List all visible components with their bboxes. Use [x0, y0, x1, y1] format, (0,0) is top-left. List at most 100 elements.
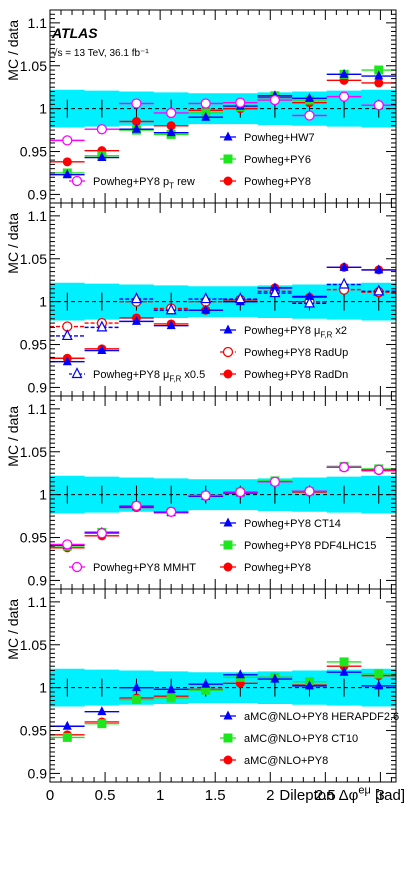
series-point [62, 720, 72, 730]
panel-2: 0.9 0.95 1 1.05 1.1 MC / data Powheg+PY8 RadDn… [5, 202, 397, 397]
series-point [96, 320, 108, 332]
series-point [338, 462, 350, 473]
panel-1: 0.9 0.95 1 1.05 1.1 MC / data Powheg+PY8 Powheg… [5, 9, 397, 204]
series-point [201, 678, 211, 688]
series-point [269, 476, 281, 487]
series-point [374, 70, 384, 80]
y-tick-label: 1.05 [20, 637, 47, 653]
series-point [374, 65, 384, 75]
series-point [304, 290, 314, 300]
legend-label: Powheg+PY8 μF,R x2 [244, 325, 347, 339]
legend-marker [223, 154, 233, 164]
y-tick-label: 1.05 [20, 58, 47, 74]
series-point [131, 98, 142, 109]
series-point [374, 680, 384, 690]
legend-label: Powheg+PY8 [244, 562, 311, 574]
series-point [338, 91, 350, 102]
series-point [200, 292, 212, 304]
y-tick-label: 1 [39, 294, 47, 310]
series-4 [50, 462, 397, 550]
series-point [235, 97, 246, 108]
legend-marker [223, 517, 233, 527]
legend-marker [222, 346, 234, 358]
series-point [374, 669, 384, 679]
series-point [304, 680, 314, 690]
y-tick-label: 1.1 [28, 15, 48, 31]
series-point [269, 286, 281, 298]
series-point [131, 123, 141, 133]
legend-label: Powheg+PY8 PDF4LHC15 [244, 540, 376, 552]
x-tick-label: 0 [46, 787, 54, 804]
series-point [374, 264, 384, 274]
x-tick-label: 2.5 [315, 787, 336, 804]
legend-label: Powheg+HW7 [244, 132, 315, 144]
series-point [304, 92, 314, 102]
series-point [166, 320, 176, 330]
x-axis-label: Dilepton Δφeμ [rad] [279, 784, 405, 804]
series-point [374, 78, 384, 88]
legend-label: Powheg+PY8 MMHT [93, 562, 196, 574]
series-point [96, 124, 108, 135]
legend-marker [223, 710, 233, 720]
y-tick-label: 0.9 [28, 186, 48, 202]
series-point [166, 683, 176, 693]
series-point [304, 486, 315, 497]
series-point [235, 486, 246, 498]
energy-label: √s = 13 TeV, 36.1 fb⁻¹ [52, 47, 149, 59]
legend-marker [71, 367, 83, 379]
series-point [97, 152, 107, 162]
series-point [165, 303, 177, 315]
y-tick-label: 1.1 [28, 594, 48, 610]
series-point [61, 329, 73, 341]
series-point [131, 500, 142, 511]
x-tick-label: 1 [156, 787, 164, 804]
legend-label: aMC@NLO+PY8 CT10 [244, 733, 358, 745]
legend-label: Powheg+PY8 RadDn [244, 369, 348, 381]
legend-label: Powheg+PY8 μF,R x0.5 [93, 369, 205, 383]
series-point [97, 719, 107, 729]
y-tick-label: 1.05 [20, 444, 47, 460]
x-tick-label: 2 [266, 787, 274, 804]
legend-label: aMC@NLO+PY8 [244, 755, 328, 767]
series-point [304, 296, 315, 308]
legend-marker [223, 131, 233, 141]
series-point [339, 666, 349, 676]
y-tick-label: 0.9 [28, 572, 48, 588]
series-point [339, 261, 349, 271]
series-point [62, 356, 72, 366]
y-tick-label: 0.95 [20, 144, 47, 160]
legend-marker [71, 175, 83, 187]
x-tick-label: 1.5 [205, 787, 226, 804]
y-tick-label: 1 [39, 680, 47, 696]
series-point [97, 345, 107, 355]
y-axis-label: MC / data [5, 20, 21, 81]
series-point [373, 464, 384, 475]
y-tick-label: 0.95 [20, 723, 47, 739]
legend-marker [223, 176, 233, 186]
series-point [201, 111, 211, 121]
legend-marker [223, 369, 233, 379]
series-4 [50, 91, 397, 146]
series-point [165, 506, 177, 517]
series-point [339, 68, 349, 78]
legend-marker [223, 540, 233, 550]
y-tick-label: 0.9 [28, 379, 48, 395]
series-point [131, 682, 141, 692]
series-point [62, 157, 72, 167]
y-tick-label: 1 [39, 487, 47, 503]
series-point [234, 292, 246, 304]
legend-label: Powheg+PY6 [244, 154, 311, 166]
series-point [235, 669, 245, 679]
series-point [166, 693, 176, 703]
y-axis-label: MC / data [5, 213, 21, 274]
series-3 [50, 666, 397, 730]
series-point [165, 107, 177, 119]
series-point [131, 117, 141, 127]
series-point [269, 94, 281, 106]
panel-frame [49, 588, 397, 783]
series-point [338, 277, 350, 289]
legend-label: Powheg+PY8 CT14 [244, 518, 341, 530]
legend-marker [223, 562, 233, 572]
